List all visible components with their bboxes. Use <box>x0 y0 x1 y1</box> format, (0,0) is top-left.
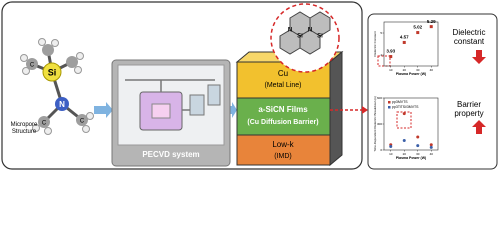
point <box>416 144 420 148</box>
layer-title: a-SiCN Films <box>258 105 308 114</box>
layer-subtitle: (Cu Diffusion Barrier) <box>247 119 318 126</box>
molecule <box>20 38 94 135</box>
y-tick-label: 5 <box>380 31 382 35</box>
ring-structure <box>279 11 331 55</box>
x-tick-label: 30 <box>416 68 420 72</box>
x-axis-label: Plasma Power (W) <box>396 72 426 76</box>
x-tick-label: 30 <box>416 152 420 156</box>
molecule-label: Micropore Structure <box>10 122 38 135</box>
y-axis-label: Dielectric Constant <box>373 31 377 56</box>
layer-lowk <box>236 134 331 166</box>
layer-title: Cu <box>278 69 288 78</box>
pecvd-label: PECVD system <box>142 150 199 159</box>
stack-side <box>329 50 343 167</box>
point <box>402 112 406 116</box>
point <box>389 55 393 59</box>
legend-swatch <box>388 101 391 104</box>
y-tick-label: 300 <box>377 122 382 126</box>
legend-label: pp3MVTS <box>392 100 408 104</box>
atom-label: C <box>80 119 85 125</box>
x-tick-label: 40 <box>430 68 434 72</box>
y-axis-label: Time-Dependent Dielectric Breakdown (s) <box>373 96 377 152</box>
legend-label: pp3TiTSi/3MVTS <box>392 105 419 109</box>
arrow-head <box>362 106 368 114</box>
point <box>402 138 406 142</box>
point <box>389 145 393 149</box>
y-tick-label: 600 <box>377 96 382 100</box>
up-arrow <box>472 120 486 134</box>
value-label: 4.57 <box>400 35 409 40</box>
result-label: Barrier property <box>454 100 484 118</box>
plot-frame <box>383 21 439 67</box>
value-label: 5.29 <box>427 19 436 24</box>
x-tick-label: 20 <box>403 152 407 156</box>
layer-subtitle: (IMD) <box>274 153 292 160</box>
x-tick-label: 10 <box>389 152 393 156</box>
point <box>416 135 420 139</box>
value-label: 3.93 <box>386 49 395 54</box>
ring-atom: N <box>288 28 292 34</box>
atom-label: N <box>59 100 65 109</box>
point <box>429 143 433 147</box>
layer-sicn <box>236 97 331 136</box>
point <box>429 25 433 29</box>
ring-atom: N <box>308 28 312 34</box>
value-label: 5.02 <box>413 25 422 30</box>
atom-label: C <box>42 121 47 127</box>
point <box>402 40 406 44</box>
x-axis-label: Plasma Power (W) <box>396 156 426 160</box>
down-arrow <box>472 50 486 64</box>
y-tick-label: 4 <box>380 53 382 57</box>
layer-subtitle: (Metal Line) <box>265 82 302 89</box>
atom-label: C <box>30 63 35 69</box>
layer-title: Low-k <box>272 140 294 149</box>
canvas: Si N C C C PECVD system Cu (Metal Line) … <box>1 1 498 170</box>
arrow <box>229 102 237 118</box>
arrow <box>94 102 113 118</box>
x-tick-label: 10 <box>389 68 393 72</box>
ring-atom: Si <box>317 34 323 40</box>
point <box>429 145 433 149</box>
point <box>416 31 420 35</box>
result-label: Dielectric constant <box>452 28 486 46</box>
atom-label: Si <box>48 67 57 77</box>
x-tick-label: 20 <box>403 68 407 72</box>
graphical-abstract: Si N C C C PECVD system Cu (Metal Line) … <box>1 1 498 170</box>
highlight-box <box>396 111 412 129</box>
x-tick-label: 40 <box>430 152 434 156</box>
ring-atom: Si <box>297 34 303 40</box>
legend-swatch <box>388 106 391 109</box>
results-panel <box>367 13 498 170</box>
y-tick-label: 0 <box>380 148 382 152</box>
